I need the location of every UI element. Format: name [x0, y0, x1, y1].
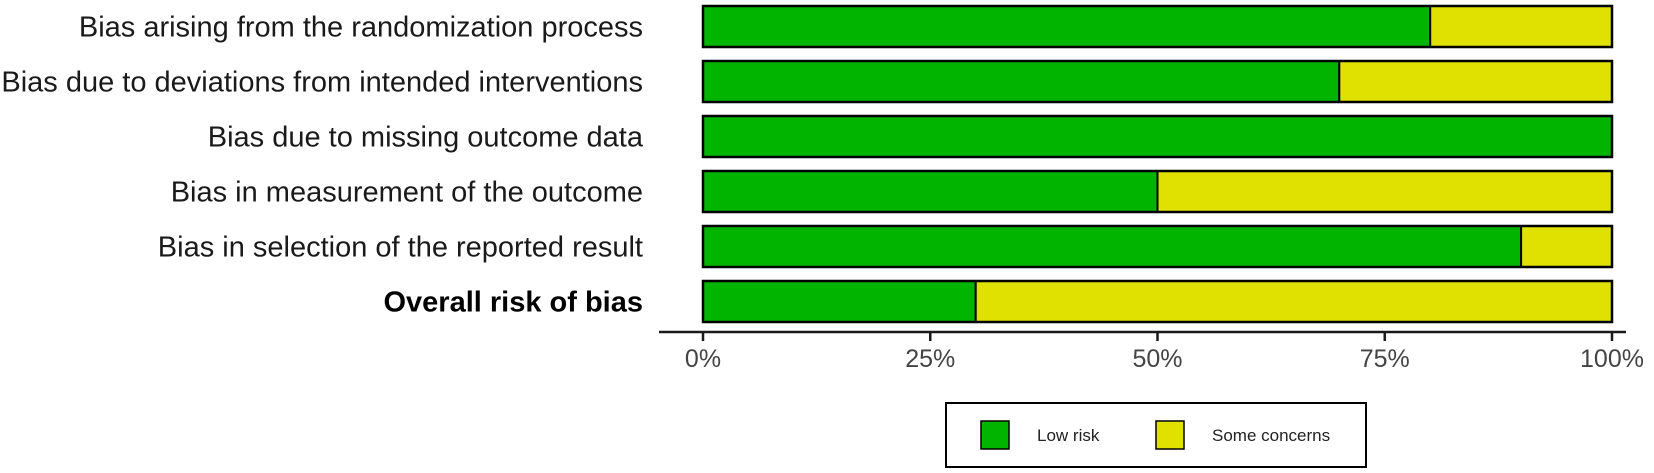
bar-outline [701, 224, 1614, 269]
bar-segment-some-concerns [1338, 60, 1614, 103]
category-label: Bias due to missing outcome data [208, 122, 644, 154]
bar-segment-low-risk [702, 115, 1613, 158]
category-label: Bias due to deviations from intended int… [1, 67, 643, 99]
bar-segment-low-risk [702, 5, 1432, 48]
category-label: Overall risk of bias [383, 287, 643, 319]
bar-segment-low-risk [702, 170, 1159, 213]
legend-key-low-risk [980, 420, 1010, 450]
category-label: Bias arising from the randomization proc… [79, 12, 643, 44]
x-axis: 0% 25% 50% 75% 100% [659, 330, 1644, 373]
bar-outline [701, 59, 1614, 104]
bar-segment-some-concerns [1156, 170, 1613, 213]
category-label: Bias in selection of the reported result [158, 232, 643, 264]
bar-segment-low-risk [702, 225, 1523, 268]
bar-outline [701, 169, 1614, 214]
x-tick-label: 50% [1132, 345, 1182, 373]
bar-row [701, 4, 1614, 49]
bar-segment-low-risk [702, 280, 977, 323]
bars [701, 4, 1614, 324]
bar-segment-some-concerns [974, 280, 1613, 323]
x-tick-label: 25% [905, 345, 955, 373]
x-tick-label: 100% [1580, 345, 1644, 373]
bar-segment-some-concerns [1520, 225, 1613, 268]
legend-label: Some concerns [1212, 426, 1330, 445]
bar-outline [701, 279, 1614, 324]
x-tick-label: 0% [685, 345, 721, 373]
bar-segment-some-concerns [1429, 5, 1613, 48]
legend-label: Low risk [1037, 426, 1100, 445]
bar-row [701, 169, 1614, 214]
bar-outline [701, 4, 1614, 49]
bar-outline [701, 114, 1614, 159]
category-label: Bias in measurement of the outcome [171, 177, 643, 209]
x-tick-label: 75% [1360, 345, 1410, 373]
legend-key-some-concerns [1155, 420, 1185, 450]
bar-row [701, 114, 1614, 159]
bar-row [701, 224, 1614, 269]
bar-row [701, 59, 1614, 104]
legend: Low risk Some concerns [945, 402, 1367, 468]
bar-segment-low-risk [702, 60, 1341, 103]
category-labels: Bias arising from the randomization proc… [1, 12, 643, 319]
bar-row [701, 279, 1614, 324]
